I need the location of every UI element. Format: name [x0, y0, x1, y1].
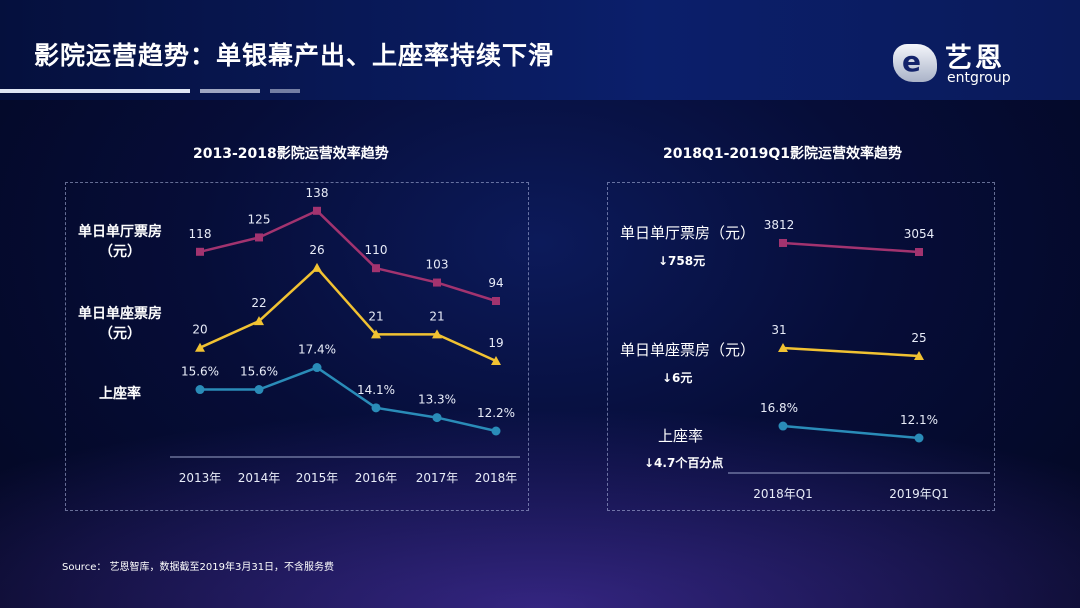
- series-line: [782, 424, 920, 440]
- series-line: [782, 241, 920, 254]
- left-series-label: 上座率: [99, 386, 141, 402]
- data-point-square: [779, 238, 787, 247]
- data-point-circle: [371, 403, 381, 413]
- data-label: 25: [911, 331, 926, 345]
- x-tick-label: 2018年: [475, 471, 518, 485]
- data-point-triangle: [195, 342, 205, 352]
- data-label: 3812: [764, 218, 795, 232]
- data-label: 31: [771, 323, 786, 337]
- data-point-triangle: [371, 329, 381, 339]
- source-note: Source： 艺恩智库，数据截至2019年3月31日，不含服务费: [62, 562, 335, 573]
- data-label: 21: [368, 309, 383, 323]
- x-tick-label: 2015年: [296, 471, 339, 485]
- data-point-square: [372, 264, 380, 273]
- data-point-square: [196, 247, 204, 256]
- data-point-circle: [778, 421, 788, 431]
- series-line: [199, 209, 497, 303]
- data-label: 16.8%: [760, 401, 798, 415]
- data-point-square: [492, 297, 500, 305]
- data-label: 15.6%: [181, 365, 219, 379]
- x-tick-label: 2019年Q1: [889, 487, 949, 501]
- series-line: [200, 366, 497, 433]
- x-tick-label: 2013年: [179, 471, 222, 485]
- right-series-label: 上座率: [658, 427, 704, 445]
- data-point-triangle: [778, 343, 788, 353]
- data-point-circle: [195, 385, 205, 395]
- data-point-triangle: [432, 329, 442, 339]
- series-line: [199, 266, 497, 363]
- data-point-triangle: [491, 356, 501, 365]
- data-point-square: [915, 248, 923, 256]
- data-label: 19: [488, 336, 503, 350]
- x-tick-label: 2017年: [416, 471, 459, 485]
- data-point-circle: [432, 413, 442, 423]
- background-glow: [0, 408, 1080, 608]
- x-tick-label: 2018年Q1: [753, 487, 813, 501]
- series-line: [782, 346, 920, 358]
- data-point-circle: [914, 433, 924, 443]
- data-label: 125: [248, 212, 271, 226]
- left-chart-frame: [65, 182, 529, 511]
- data-label: 138: [306, 186, 329, 200]
- logo-en: entgroup: [947, 70, 1011, 86]
- data-point-circle: [254, 385, 264, 395]
- data-label: 22: [251, 296, 266, 310]
- left-series-label: 单日单厅票房 （元）: [78, 224, 162, 260]
- right-series-label: 单日单座票房（元）: [620, 341, 756, 359]
- logo-cn: 艺恩: [945, 43, 1005, 74]
- data-label: 103: [426, 258, 449, 272]
- data-point-square: [313, 206, 321, 215]
- data-point-square: [433, 278, 441, 287]
- left-series-label: 单日单座票房 （元）: [78, 306, 162, 342]
- data-label: 94: [488, 276, 503, 290]
- right-series-change: ↓758元: [658, 254, 706, 268]
- data-label: 15.6%: [240, 365, 278, 379]
- data-label: 20: [192, 323, 207, 337]
- data-label: 26: [309, 243, 324, 257]
- right-series-label: 单日单厅票房（元）: [620, 224, 756, 242]
- entgroup-logo: e 艺恩 entgroup: [893, 38, 1043, 88]
- logo-mark-icon: e: [893, 44, 937, 82]
- data-point-circle: [312, 363, 322, 373]
- right-chart-frame: [607, 182, 995, 511]
- data-label: 12.1%: [900, 413, 938, 427]
- data-point-triangle: [914, 351, 924, 360]
- data-label: 12.2%: [477, 406, 515, 420]
- right-chart-title: 2018Q1-2019Q1影院运营效率趋势: [663, 146, 903, 162]
- data-label: 13.3%: [418, 393, 456, 407]
- data-point-square: [255, 233, 263, 242]
- right-series-change: ↓4.7个百分点: [644, 456, 724, 470]
- data-point-triangle: [254, 316, 264, 326]
- data-label: 21: [429, 309, 444, 323]
- header-stripe: [270, 89, 300, 93]
- page-title: 影院运营趋势：单银幕产出、上座率持续下滑: [34, 41, 555, 70]
- data-label: 3054: [904, 227, 935, 241]
- data-label: 118: [189, 227, 212, 241]
- data-point-circle: [491, 426, 501, 436]
- x-tick-label: 2016年: [355, 471, 398, 485]
- data-point-triangle: [312, 262, 322, 272]
- left-chart-title: 2013-2018影院运营效率趋势: [193, 146, 389, 162]
- header-stripe: [0, 89, 190, 93]
- header-stripe: [200, 89, 260, 93]
- data-label: 110: [365, 243, 388, 257]
- data-label: 14.1%: [357, 383, 395, 397]
- x-tick-label: 2014年: [238, 471, 281, 485]
- right-series-change: ↓6元: [662, 371, 693, 385]
- data-label: 17.4%: [298, 343, 336, 357]
